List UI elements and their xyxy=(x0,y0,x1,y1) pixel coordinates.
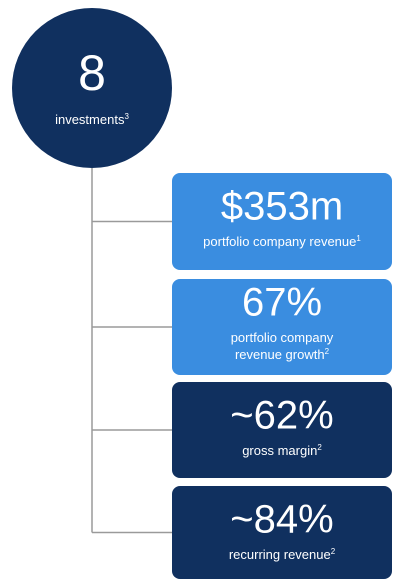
summary-circle xyxy=(12,8,172,168)
stat-box xyxy=(172,279,392,375)
summary-note: 3 xyxy=(124,112,129,121)
stat-label-text: recurring revenue xyxy=(229,547,331,562)
stat-note: 1 xyxy=(356,234,361,243)
stat-value: $353m xyxy=(221,185,343,229)
summary-label-text: investments xyxy=(55,112,125,127)
stat-label: portfolio company revenue1 xyxy=(203,234,361,249)
stat-label: recurring revenue2 xyxy=(229,547,336,562)
summary-value: 8 xyxy=(78,45,106,101)
stat-box xyxy=(172,173,392,270)
stat-value: ~84% xyxy=(230,498,333,542)
stat-label: gross margin2 xyxy=(242,443,322,458)
stat-box xyxy=(172,382,392,478)
stat-box xyxy=(172,486,392,579)
stat-label-text: gross margin xyxy=(242,443,317,458)
stat-label-text: portfolio company revenue xyxy=(203,234,356,249)
stat-note: 2 xyxy=(325,347,330,356)
summary-label: investments3 xyxy=(55,112,129,127)
stat-label-text: portfolio company xyxy=(231,330,334,345)
stat-label: revenue growth2 xyxy=(235,347,330,362)
connectors xyxy=(91,168,172,534)
stat-value: 67% xyxy=(242,281,322,325)
stat-label: portfolio company xyxy=(231,330,334,345)
stat-label-text: revenue growth xyxy=(235,347,325,362)
stat-value: ~62% xyxy=(230,394,333,438)
stat-note: 2 xyxy=(317,443,322,452)
stat-note: 2 xyxy=(331,547,336,556)
